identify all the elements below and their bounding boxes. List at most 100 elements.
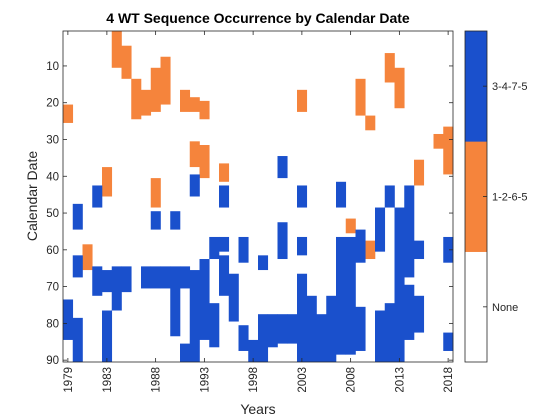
x-tick-label: 2018: [443, 367, 455, 393]
x-tick-label: 1998: [248, 367, 260, 393]
cell-3-4-7-5-2009-47: [355, 306, 366, 351]
cell-1-2-6-5-2015-23: [414, 159, 425, 186]
cell-3-4-7-5-1982-4: [92, 185, 103, 208]
colorbar-frame: [464, 30, 488, 363]
cell-3-4-7-5-2002-36: [287, 314, 298, 344]
cell-1-2-6-5-1987-6: [141, 89, 152, 116]
cell-3-4-7-5-1996-26: [228, 273, 239, 322]
cell-3-4-7-5-2011-48: [375, 207, 386, 252]
cell-3-4-7-5-1990-15: [170, 266, 181, 337]
cell-1-2-6-5-1984-3: [111, 31, 122, 68]
cell-3-4-7-5-1984-8: [111, 266, 122, 311]
cell-1-2-6-5-2013-22: [394, 67, 405, 109]
cell-1-2-6-5-2003-16: [297, 89, 308, 112]
y-tick-label: 30: [46, 134, 59, 146]
cell-3-4-7-5-1994-22: [209, 303, 220, 348]
y-tick-label: 40: [46, 171, 59, 183]
cell-3-4-7-5-2000-32: [267, 314, 278, 348]
chart-title: 4 WT Sequence Occurrence by Calendar Dat…: [106, 10, 410, 26]
cell-3-4-7-5-1991-17: [180, 343, 191, 362]
cell-3-4-7-5-1989-13: [160, 266, 171, 289]
x-tick-label: 1993: [199, 367, 211, 393]
cell-3-4-7-5-1988-12: [150, 266, 161, 289]
cell-1-2-6-5-1986-5: [131, 78, 142, 120]
cell-1-2-6-5-1993-13: [199, 100, 210, 120]
cell-3-4-7-5-1982-5: [92, 266, 103, 296]
cell-3-4-7-5-2018-58: [443, 332, 454, 351]
colorbar-label: 3-4-7-5: [492, 81, 527, 93]
cell-1-2-6-5-1988-8: [150, 178, 161, 208]
cell-3-4-7-5-2001-34: [277, 222, 288, 260]
cell-1-2-6-5-1985-4: [121, 45, 132, 79]
x-axis-ticks: 1979 1983 1988 1993 1998 2003 2008 2013 2018: [63, 31, 455, 393]
y-tick-label: 20: [46, 98, 59, 110]
cell-3-4-7-5-1997-28: [238, 325, 249, 351]
cell-1-2-6-5-1981-1: [82, 244, 93, 271]
cell-3-4-7-5-1980-3: [72, 317, 83, 362]
cell-3-4-7-5-2008-45: [345, 236, 356, 355]
colorbar: None 1-2-6-5 3-4-7-5: [464, 30, 527, 363]
cell-1-2-6-5-1992-11: [189, 97, 200, 112]
cell-3-4-7-5-1998-29: [248, 339, 259, 362]
cell-1-2-6-5-1992-12: [189, 141, 200, 168]
x-tick-label: 2013: [394, 367, 406, 393]
x-tick-label: 1988: [151, 367, 163, 393]
cell-1-2-6-5-1979-0: [63, 104, 74, 123]
cell-3-4-7-5-2009-46: [355, 229, 366, 263]
cell-3-4-7-5-1987-10: [141, 266, 152, 289]
cell-3-4-7-5-1993-20: [199, 259, 210, 340]
heatmap-cells: [63, 31, 454, 362]
cell-3-4-7-5-2012-51: [384, 303, 395, 362]
cell-3-4-7-5-2007-44: [336, 236, 347, 355]
cell-3-4-7-5-2003-38: [297, 236, 308, 256]
cell-3-4-7-5-2018-57: [443, 236, 454, 263]
cell-1-2-6-5-2012-21: [384, 53, 395, 83]
cell-3-4-7-5-1999-30: [258, 255, 269, 271]
colorbar-segment-3-4-7-5: [465, 31, 487, 142]
y-tick-label: 90: [46, 355, 59, 367]
cell-3-4-7-5-1994-21: [209, 236, 220, 260]
cell-1-2-6-5-1995-15: [219, 163, 230, 182]
cell-3-4-7-5-2003-37: [297, 185, 308, 208]
cell-3-4-7-5-1979-0: [63, 299, 74, 340]
y-axis-label: Calendar Date: [24, 151, 40, 241]
x-tick-label: 2008: [346, 367, 358, 393]
cell-1-2-6-5-1989-9: [160, 56, 171, 105]
y-tick-label: 10: [46, 61, 59, 73]
cell-3-4-7-5-2001-33: [277, 156, 288, 179]
cell-1-2-6-5-2017-24: [433, 133, 444, 149]
cell-3-4-7-5-2003-39: [297, 273, 308, 362]
cell-3-4-7-5-1980-1: [72, 203, 83, 230]
colorbar-label: 1-2-6-5: [492, 192, 527, 204]
y-tick-label: 50: [46, 208, 59, 220]
y-axis-ticks: 10 20 30 40 50 60 70 80 90: [46, 61, 453, 367]
colorbar-segment-None: [465, 251, 487, 363]
cell-3-4-7-5-2004-40: [306, 295, 317, 362]
y-tick-label: 80: [46, 318, 59, 330]
colorbar-label: None: [492, 302, 518, 314]
y-tick-label: 70: [46, 282, 59, 294]
cell-1-2-6-5-1993-14: [199, 145, 210, 179]
cell-3-4-7-5-1995-24: [219, 236, 230, 252]
cell-3-4-7-5-1988-11: [150, 211, 161, 230]
cell-3-4-7-5-1992-19: [189, 270, 200, 362]
x-tick-label: 1983: [102, 367, 114, 393]
cell-1-2-6-5-2010-19: [365, 115, 376, 131]
cell-3-4-7-5-1990-14: [170, 211, 181, 230]
cell-1-2-6-5-2009-18: [355, 78, 366, 116]
cell-1-2-6-5-1983-2: [102, 167, 113, 197]
cell-3-4-7-5-2012-50: [384, 185, 395, 208]
cell-1-2-6-5-1988-7: [150, 67, 161, 112]
cell-3-4-7-5-1985-9: [121, 266, 132, 293]
cell-1-2-6-5-1991-10: [180, 89, 191, 112]
cell-3-4-7-5-1991-16: [180, 266, 191, 289]
cell-3-4-7-5-1999-31: [258, 314, 269, 362]
x-tick-label: 2003: [297, 367, 309, 393]
cell-3-4-7-5-2005-41: [316, 314, 327, 362]
cell-1-2-6-5-2008-17: [345, 218, 356, 234]
cell-3-4-7-5-1983-7: [102, 310, 113, 362]
x-axis-label: Years: [240, 401, 275, 417]
cell-3-4-7-5-1997-27: [238, 236, 249, 263]
cell-3-4-7-5-2006-42: [326, 295, 337, 362]
